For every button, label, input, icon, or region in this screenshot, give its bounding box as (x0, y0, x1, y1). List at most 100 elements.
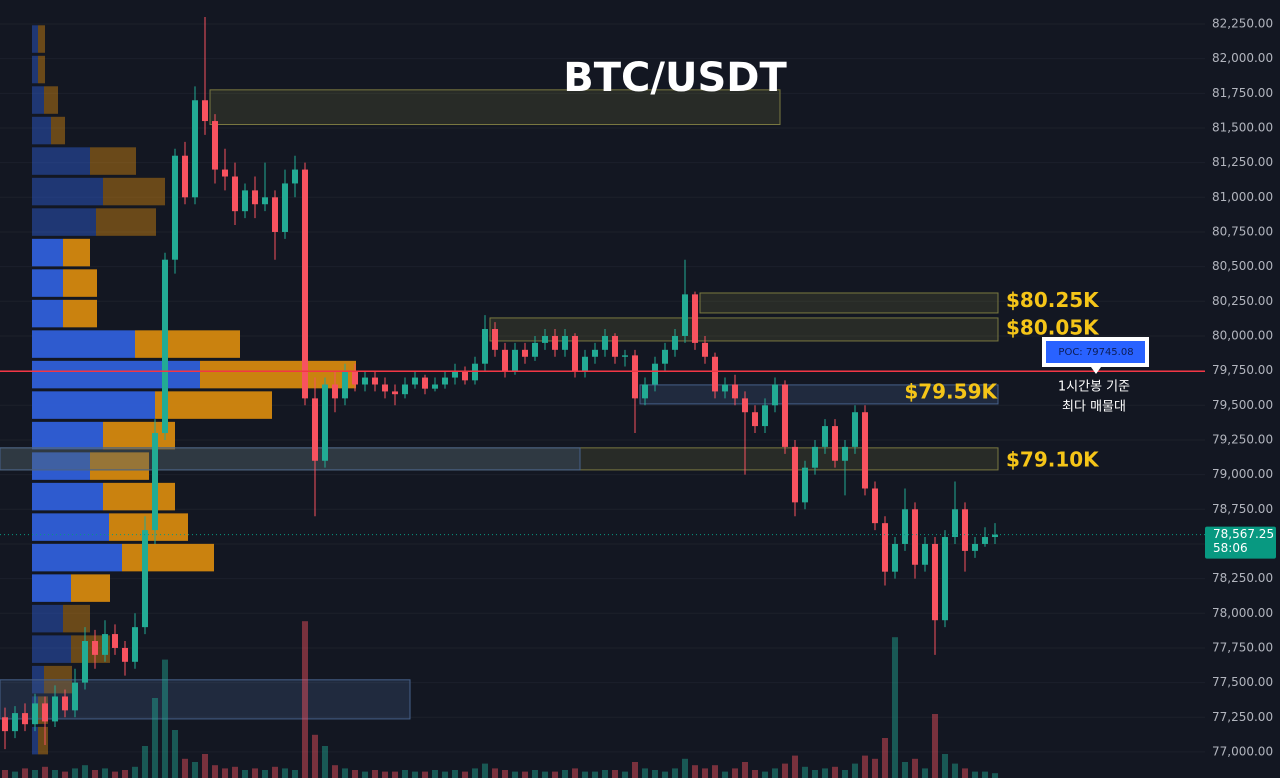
candle-body (822, 426, 828, 447)
zone (639, 384, 999, 405)
profile-up-bar (32, 116, 51, 145)
profile-up-bar (32, 635, 71, 663)
profile-down-bar (63, 604, 90, 633)
y-tick-label: 81,750.00 (1212, 86, 1273, 100)
candle-body (712, 356, 718, 392)
candle-body (352, 370, 358, 385)
candle-body (572, 335, 578, 371)
profile-up-bar (32, 147, 90, 175)
y-tick-label: 81,250.00 (1212, 155, 1273, 169)
volume-bar (292, 770, 298, 778)
profile-up-bar (32, 360, 200, 389)
candle-body (952, 509, 958, 538)
volume-bar (232, 766, 238, 778)
profile-down-bar (38, 55, 45, 84)
candle-body (882, 523, 888, 572)
candle-body (562, 335, 568, 350)
volume-bar (392, 771, 398, 778)
volume-bar (742, 762, 748, 778)
volume-bar (542, 771, 548, 778)
volume-bar (532, 770, 538, 778)
candle-body (372, 377, 378, 385)
volume-bar (902, 762, 908, 778)
candle-body (692, 294, 698, 343)
poc-pointer (1091, 367, 1101, 374)
profile-up-bar (32, 604, 63, 633)
candle-body (532, 342, 538, 357)
candle-body (282, 183, 288, 232)
candle-body (142, 530, 148, 628)
candle-body (292, 169, 298, 184)
volume-bar (642, 768, 648, 778)
candle-body (82, 641, 88, 683)
profile-up-bar (32, 299, 63, 328)
profile-down-bar (90, 452, 149, 480)
poc-label: POC: 79745.08 (1058, 347, 1133, 358)
poc-note: 최다 매물대 (1062, 400, 1126, 415)
volume-bar (222, 768, 228, 778)
volume-bar (852, 763, 858, 778)
candle-body (92, 641, 98, 655)
y-tick-label: 81,000.00 (1212, 190, 1273, 204)
volume-bar (152, 698, 158, 778)
volume-bar (702, 768, 708, 778)
volume-bar (212, 765, 218, 778)
candle-body (192, 100, 198, 198)
y-tick-label: 82,000.00 (1212, 51, 1273, 65)
zone-label: $80.05K (1006, 316, 1100, 340)
volume-bar (822, 768, 828, 778)
y-tick-label: 78,250.00 (1212, 571, 1273, 585)
zone (699, 292, 999, 314)
y-tick-label: 79,250.00 (1212, 432, 1273, 446)
profile-down-bar (103, 482, 175, 511)
candle-body (762, 405, 768, 427)
profile-down-bar (96, 208, 156, 236)
volume-bar (432, 770, 438, 778)
profile-up-bar (32, 238, 63, 267)
volume-bar (562, 770, 568, 778)
volume-bar (522, 771, 528, 778)
candle-body (302, 169, 308, 399)
volume-bar (632, 762, 638, 778)
candle-body (782, 384, 788, 447)
candle-body (912, 509, 918, 565)
poc-note: 1시간봉 기준 (1058, 380, 1130, 395)
volume-bar (842, 770, 848, 778)
candle-body (2, 717, 8, 732)
candle-body (642, 384, 648, 399)
candle-body (852, 412, 858, 447)
volume-bar (372, 770, 378, 778)
y-tick-label: 79,500.00 (1212, 398, 1273, 412)
y-tick-label: 78,000.00 (1212, 606, 1273, 620)
candle-body (832, 426, 838, 461)
candle-body (232, 176, 238, 212)
volume-bar (22, 768, 28, 778)
candle-body (462, 370, 468, 381)
candle-body (42, 703, 48, 722)
candle-body (752, 412, 758, 427)
candle-body (392, 391, 398, 395)
candle-body (22, 713, 28, 725)
y-tick-label: 77,000.00 (1212, 744, 1273, 758)
profile-down-bar (122, 543, 214, 572)
candle-body (902, 509, 908, 544)
volume-bar (412, 771, 418, 778)
candle-body (62, 696, 68, 711)
candle-body (742, 398, 748, 413)
volume-bar (272, 766, 278, 778)
volume-bar (862, 755, 868, 778)
candle-body (362, 377, 368, 385)
profile-up-bar (32, 452, 90, 480)
candle-body (592, 349, 598, 357)
candle-body (132, 627, 138, 662)
zone (0, 679, 411, 720)
volume-bar (452, 770, 458, 778)
profile-up-bar (32, 86, 44, 114)
volume-bar (472, 768, 478, 778)
candle-body (452, 370, 458, 378)
volume-bar (172, 730, 178, 778)
profile-down-bar (51, 116, 65, 145)
volume-bar (202, 754, 208, 778)
candle-body (892, 543, 898, 572)
candle-body (992, 534, 998, 538)
